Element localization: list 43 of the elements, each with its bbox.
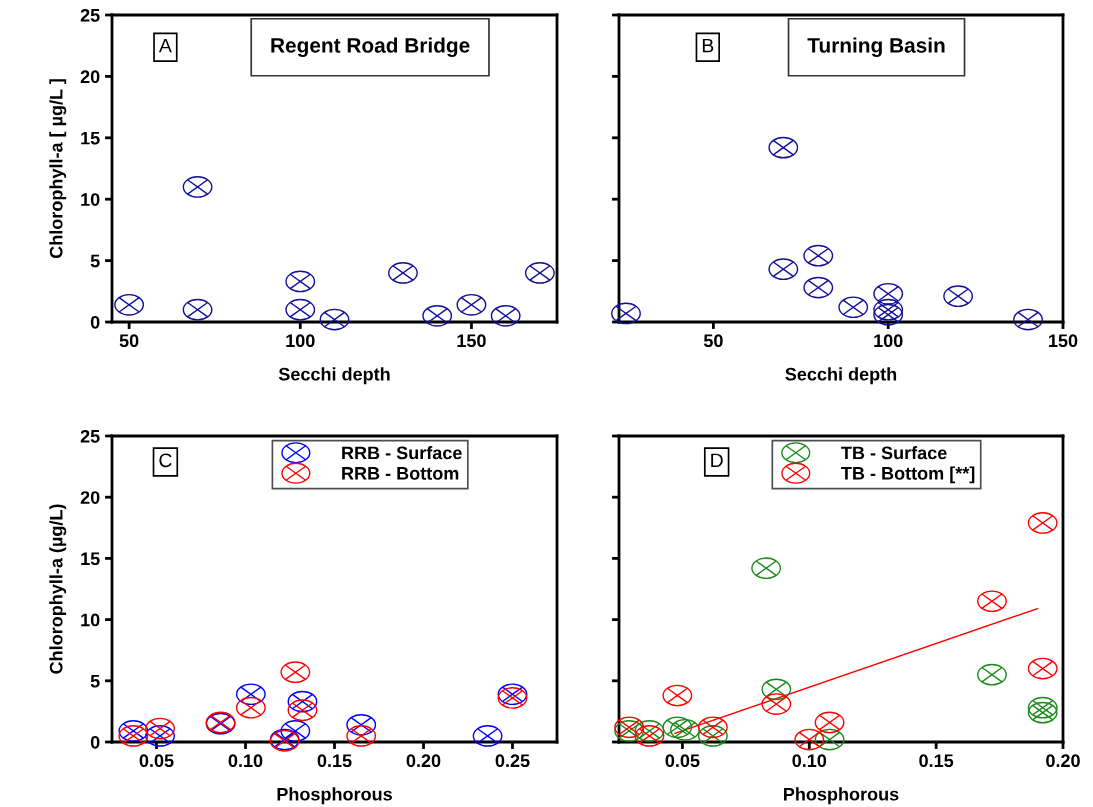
x-tick-label: 150 <box>1049 334 1078 348</box>
y-tick-label: 0 <box>90 735 100 749</box>
y-tick-label: 25 <box>80 8 100 22</box>
x-tick-label: 0.10 <box>228 754 263 768</box>
text: Turning Basin <box>807 37 945 57</box>
y-tick-label: 15 <box>81 552 100 566</box>
y-tick-label: 20 <box>80 491 100 504</box>
y-tick-label: 10 <box>81 193 100 206</box>
x-tick-label: 0.05 <box>665 754 700 768</box>
y-tick-label: 20 <box>80 70 100 84</box>
annotation: C <box>159 453 172 468</box>
text: Regent Road Bridge <box>271 37 470 57</box>
annotation: A <box>158 38 172 53</box>
y-tick-label: 15 <box>81 131 100 145</box>
x-tick-label: 0.20 <box>406 754 441 768</box>
y-tick-label: 10 <box>81 613 100 627</box>
y-axis-title: Chlorophyll-a [ µg/L ] <box>49 79 67 259</box>
legend-label: TB - Bottom [**] <box>841 466 975 484</box>
annotation: D <box>711 453 723 468</box>
x-axis-title: Phosphorous <box>277 787 392 805</box>
x-axis-title: Phosphorous <box>784 787 899 805</box>
x-tick-label: 0.25 <box>495 754 530 768</box>
x-tick-label: 150 <box>457 334 486 348</box>
x-axis-title: Secchi depth <box>278 367 390 385</box>
x-tick-label: 0.20 <box>1046 754 1080 768</box>
x-tick-label: 0.15 <box>317 754 352 768</box>
x-tick-label: 100 <box>286 334 315 348</box>
y-tick-label: 25 <box>80 429 100 443</box>
y-tick-label: 5 <box>90 674 100 688</box>
y-tick-label: 0 <box>90 315 100 329</box>
x-tick-label: 100 <box>874 334 903 348</box>
legend-label: RRB - Bottom <box>342 467 459 480</box>
legend-label: TB - Surface <box>841 446 947 460</box>
annotation: B <box>702 38 714 53</box>
x-tick-label: 0.05 <box>139 754 174 768</box>
x-tick-label: 50 <box>119 334 139 348</box>
x-axis-title: Secchi depth <box>785 367 897 385</box>
legend-label: RRB - Surface <box>342 446 462 460</box>
x-tick-label: 0.10 <box>792 754 827 768</box>
y-axis-title: Chlorophyll-a (µg/L) <box>49 504 67 674</box>
x-tick-label: 50 <box>703 334 723 348</box>
x-tick-label: 0.15 <box>919 754 954 768</box>
y-tick-label: 5 <box>90 254 100 268</box>
